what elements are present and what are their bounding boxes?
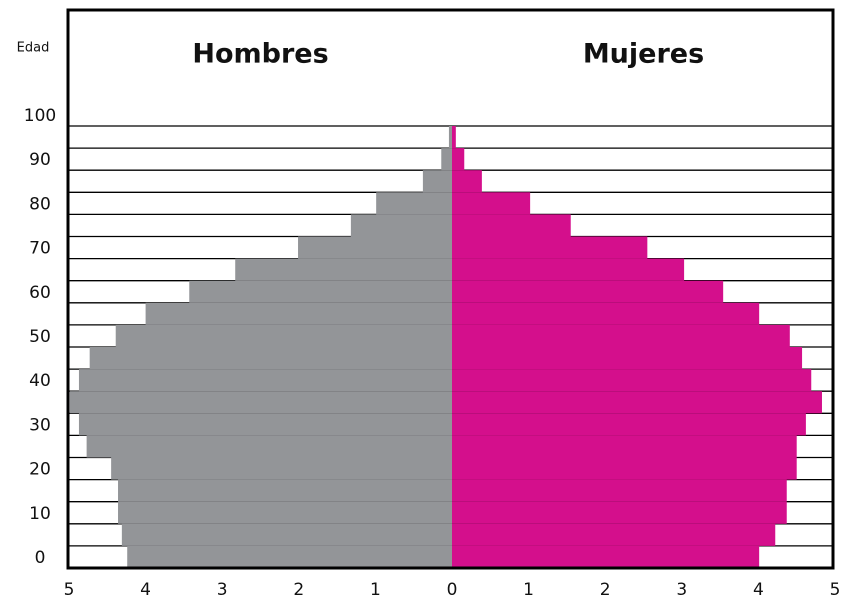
x-tick-label: 1 [523, 580, 534, 600]
bar [452, 126, 456, 149]
bar [298, 236, 452, 259]
bar [235, 258, 452, 281]
x-tick-label: 3 [676, 580, 687, 600]
x-tick-label: 2 [293, 580, 304, 600]
bar [118, 479, 453, 502]
y-tick-label: 50 [29, 327, 51, 347]
bar [452, 236, 648, 259]
bar [452, 192, 531, 215]
bar [448, 126, 452, 149]
bar [452, 435, 797, 458]
bar [452, 501, 787, 524]
x-tick-label: 4 [753, 580, 764, 600]
bar [69, 391, 453, 414]
bar [376, 192, 452, 215]
y-tick-label: 30 [29, 415, 51, 435]
bar [452, 324, 790, 347]
y-tick-label: 80 [29, 194, 51, 214]
y-tick-label: 10 [29, 504, 51, 524]
bar [452, 302, 760, 325]
bar [350, 214, 452, 237]
bar [145, 302, 452, 325]
bar [111, 457, 452, 480]
x-tick-label: 5 [830, 580, 841, 600]
bar [452, 545, 760, 568]
bar [118, 501, 453, 524]
bar [89, 347, 452, 370]
series-title: Hombres [192, 39, 328, 70]
bar [441, 148, 452, 171]
bar [452, 457, 797, 480]
bar [121, 523, 452, 546]
bar [452, 523, 776, 546]
x-tick-label: 1 [370, 580, 381, 600]
bar [452, 413, 806, 436]
y-tick-label: 40 [29, 371, 51, 391]
y-tick-label: 100 [24, 106, 56, 126]
bar [452, 280, 724, 303]
bar [452, 369, 812, 392]
bar [115, 324, 452, 347]
plot-frame [66, 8, 835, 570]
bar [452, 170, 482, 193]
bar [127, 545, 452, 568]
bar [189, 280, 452, 303]
x-tick-label: 5 [64, 580, 75, 600]
bar [452, 347, 803, 370]
y-tick-label: 70 [29, 239, 51, 259]
x-tick-label: 0 [447, 580, 458, 600]
bar [78, 369, 452, 392]
y-tick-label: 90 [29, 150, 51, 170]
series-title: Mujeres [583, 39, 704, 70]
x-tick-label: 2 [600, 580, 611, 600]
bar [452, 214, 571, 237]
bar [452, 258, 685, 281]
bar [422, 170, 452, 193]
bar [78, 413, 452, 436]
x-tick-label: 3 [217, 580, 228, 600]
bar [452, 148, 465, 171]
y-tick-label: 60 [29, 283, 51, 303]
y-tick-label: 20 [29, 460, 51, 480]
x-tick-label: 4 [140, 580, 151, 600]
bar [452, 479, 787, 502]
bar [452, 391, 822, 414]
y-tick-label: 0 [35, 548, 46, 568]
bar [86, 435, 453, 458]
y-axis-label: Edad [17, 41, 50, 56]
